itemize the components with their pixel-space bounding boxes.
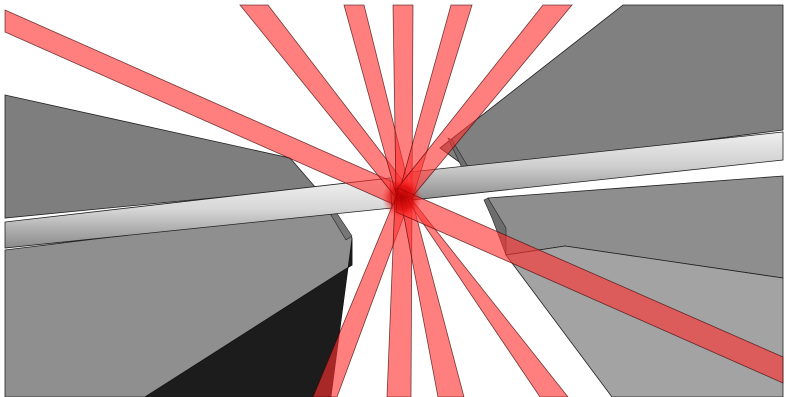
block-lower-left-shadow bbox=[144, 237, 353, 397]
beam-intersection bbox=[382, 178, 422, 218]
laser-beams bbox=[4, 4, 784, 397]
